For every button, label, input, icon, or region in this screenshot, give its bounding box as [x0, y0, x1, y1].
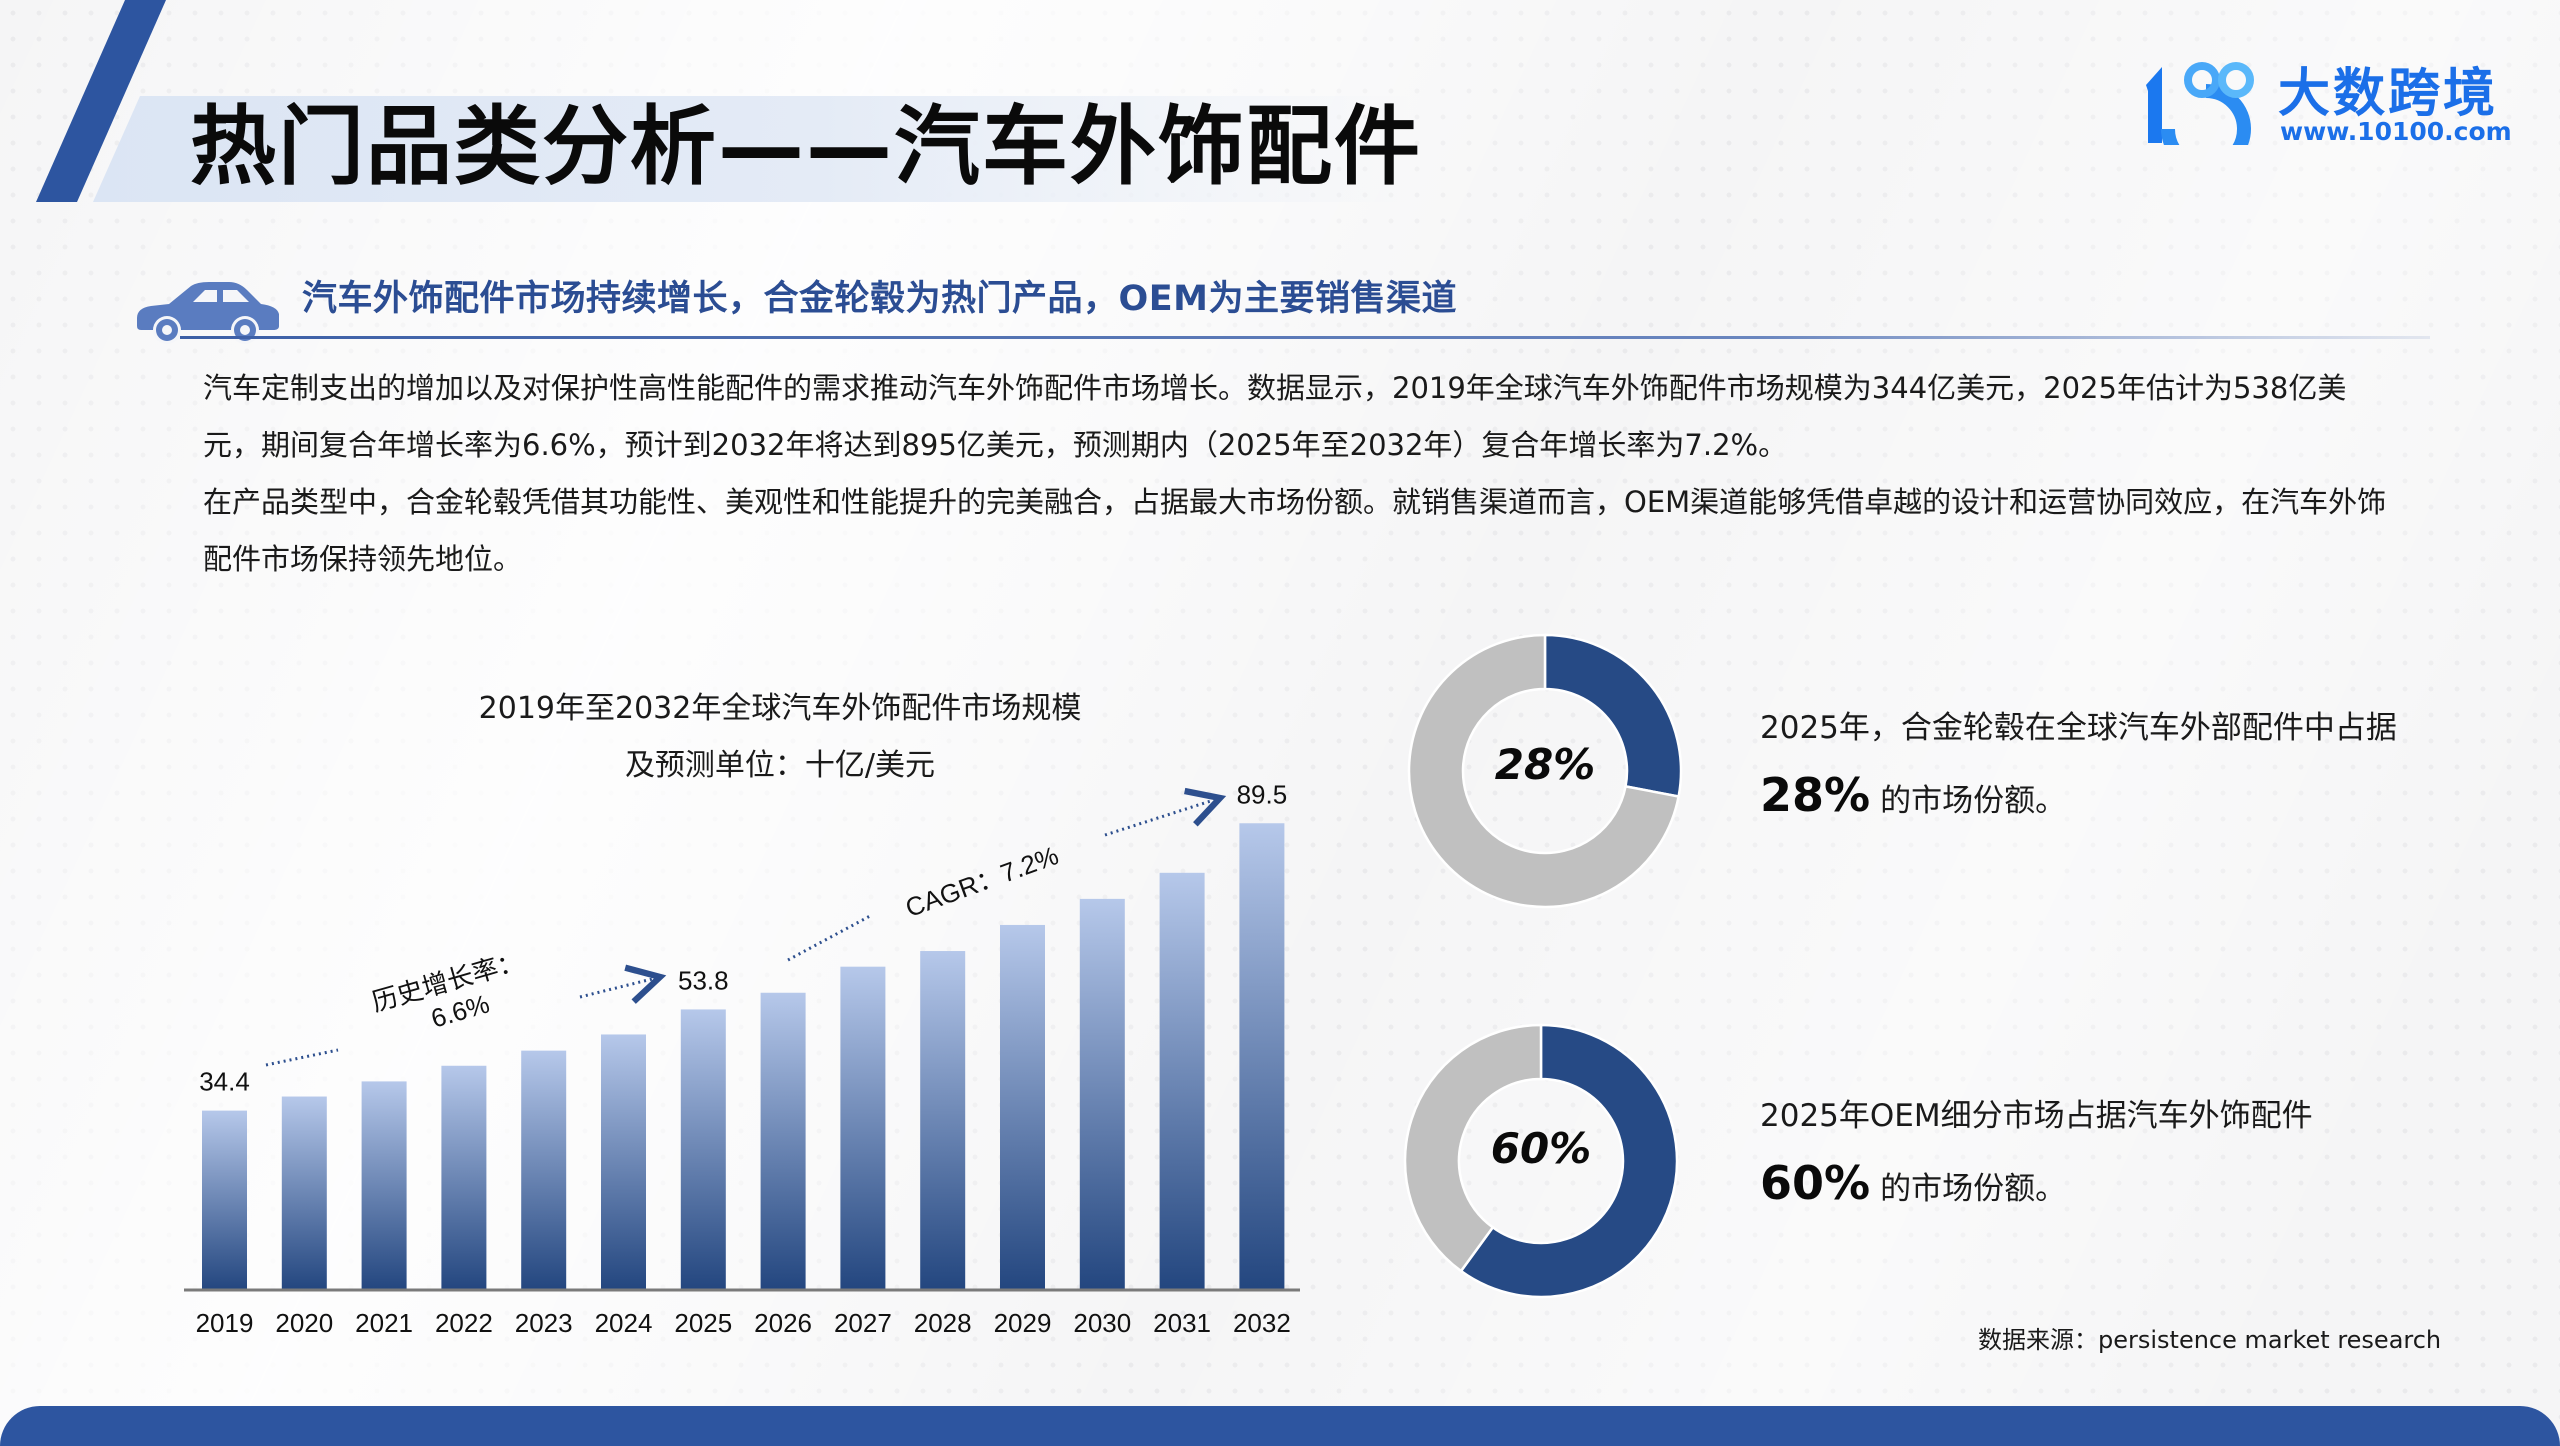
x-tick-label: 2023	[515, 1308, 573, 1338]
donut-slice	[1543, 633, 1683, 798]
donut-slice	[1459, 1023, 1679, 1299]
x-tick-label: 2031	[1153, 1308, 1211, 1338]
svg-text:CAGR：7.2%: CAGR：7.2%	[901, 840, 1062, 923]
x-tick-label: 2030	[1073, 1308, 1131, 1338]
alloy-wheel-share-donut	[1407, 633, 1683, 909]
data-source: 数据来源：persistence market research	[1978, 1326, 2442, 1354]
bar-2031	[1159, 872, 1205, 1290]
alloy-wheel-share-suffix: 的市场份额。	[1880, 783, 2067, 819]
bar-2030	[1079, 898, 1125, 1290]
bar-2024	[601, 1034, 646, 1290]
alloy-wheel-share-center-label: 28%	[1494, 740, 1596, 789]
bar-2026	[760, 992, 806, 1290]
x-tick-label: 2028	[914, 1308, 972, 1338]
x-tick-label: 2020	[275, 1308, 333, 1338]
title-accent-slash	[36, 0, 166, 202]
oem-share-value: 60% 的市场份额。	[1760, 1156, 2066, 1210]
oem-share-caption: 2025年OEM细分市场占据汽车外饰配件	[1760, 1098, 2313, 1134]
x-tick-label: 2024	[595, 1308, 653, 1338]
brand-logo: 大数跨境 www.10100.com	[2140, 55, 2512, 155]
alloy-wheel-share-caption: 2025年，合金轮毂在全球汽车外部配件中占据	[1760, 710, 2397, 746]
donut-slice	[1403, 1023, 1543, 1273]
footer-bar	[0, 1406, 2560, 1446]
body-paragraph: 在产品类型中，合金轮毂凭借其功能性、美观性和性能提升的完美融合，占据最大市场份额…	[203, 485, 2387, 576]
body-paragraph: 汽车定制支出的增加以及对保护性高性能配件的需求推动汽车外饰配件市场增长。数据显示…	[203, 371, 2347, 462]
car-icon	[137, 282, 279, 344]
bar-chart-title-line2: 及预测单位：十亿/美元	[624, 748, 936, 783]
x-tick-label: 2021	[355, 1308, 413, 1338]
logo-name: 大数跨境	[2278, 64, 2499, 124]
x-tick-label: 2027	[834, 1308, 892, 1338]
bar-2025	[680, 1009, 726, 1290]
x-tick-label: 2026	[754, 1308, 812, 1338]
logo-url: www.10100.com	[2280, 117, 2512, 146]
bar-series	[202, 823, 1285, 1290]
page-title: 热门品类分析——汽车外饰配件	[190, 97, 1422, 197]
cagr-annotation: CAGR：7.2%	[901, 840, 1062, 923]
alloy-wheel-share-percent: 28%	[1760, 768, 1871, 822]
x-axis-labels: 2019 2020 2021 2022 2023 2024 2025 2026 2027 2028…	[196, 1308, 1291, 1338]
oem-share-donut	[1403, 1023, 1679, 1299]
bar-2032	[1239, 823, 1285, 1290]
bar-2027	[840, 966, 886, 1290]
data-label: 53.8	[678, 965, 729, 995]
bar-2028	[920, 951, 966, 1290]
x-tick-label: 2022	[435, 1308, 493, 1338]
bar-2019	[202, 1110, 247, 1290]
section-divider	[180, 336, 2430, 339]
bar-2029	[1000, 924, 1045, 1290]
x-tick-label: 2032	[1233, 1308, 1291, 1338]
body-text: 汽车定制支出的增加以及对保护性高性能配件的需求推动汽车外饰配件市场增长。数据显示…	[203, 360, 2403, 588]
logo-10100-icon	[2146, 62, 2254, 145]
data-label: 34.4	[199, 1067, 250, 1097]
donut-slice	[1407, 633, 1681, 909]
historical-growth-annotation: 历史增长率：6.6%	[368, 945, 526, 1033]
x-tick-label: 2025	[674, 1308, 732, 1338]
oem-share-center-label: 60%	[1490, 1124, 1592, 1173]
title-band	[93, 96, 1413, 202]
bar-chart-title-line1: 2019年至2032年全球汽车外饰配件市场规模	[478, 691, 1082, 726]
oem-share-suffix: 的市场份额。	[1880, 1171, 2067, 1207]
alloy-wheel-share-value: 28% 的市场份额。	[1760, 768, 2066, 822]
bar-2022	[441, 1065, 487, 1290]
data-label: 89.5	[1237, 779, 1288, 809]
x-tick-label: 2019	[196, 1308, 254, 1338]
bar-chart-title: 2019年至2032年全球汽车外饰配件市场规模 及预测单位：十亿/美元	[300, 680, 1260, 794]
x-tick-label: 2029	[994, 1308, 1052, 1338]
oem-share-percent: 60%	[1760, 1156, 1871, 1210]
section-heading: 汽车外饰配件市场持续增长，合金轮毂为热门产品，OEM为主要销售渠道	[302, 279, 1457, 319]
market-size-bar-chart: 2019 2020 2021 2022 2023 2024 2025 2026 2027 2028…	[184, 779, 1300, 1338]
bar-2020	[281, 1096, 327, 1290]
bar-2023	[521, 1050, 567, 1290]
bar-2021	[361, 1081, 407, 1290]
